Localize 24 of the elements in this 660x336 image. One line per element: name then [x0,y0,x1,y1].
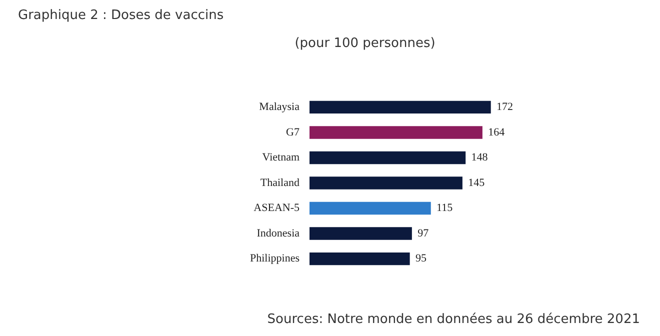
y-tick-label: Vietnam [262,152,300,164]
y-tick-label: Malaysia [259,101,300,114]
text: Graphique 2 : Doses de vaccins [18,8,224,23]
bar [310,252,410,266]
bar [310,126,482,139]
data-label: 148 [471,152,488,164]
bar [310,100,491,114]
data-label: 172 [496,101,514,114]
chart-subtitle: (pour 100 personnes) [294,36,436,51]
bar [310,176,462,190]
bar [310,202,431,215]
y-tick-label: Philippines [250,252,300,265]
data-label: 145 [468,176,486,189]
y-tick-label: G7 [286,126,300,138]
data-label: 97 [418,227,430,240]
data-label: 164 [488,126,506,138]
bar [310,151,466,164]
data-label: 115 [436,202,454,214]
data-label: 95 [415,252,427,265]
y-tick-label: Indonesia [256,227,300,240]
y-tick-label: Thailand [260,176,300,189]
source-note: Sources: Notre monde en données au 26 décembre 2021 [267,312,640,327]
y-tick-label: ASEAN-5 [254,202,300,214]
bar [310,227,412,240]
